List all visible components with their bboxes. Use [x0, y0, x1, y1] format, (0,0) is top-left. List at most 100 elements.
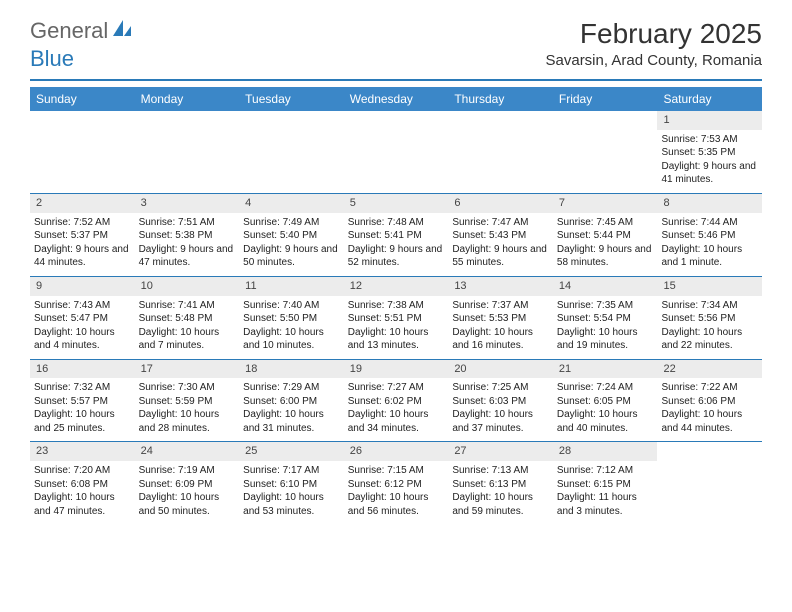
- day-number: 7: [553, 194, 658, 213]
- day-number: 13: [448, 277, 553, 296]
- day-number: 19: [344, 360, 449, 379]
- day-header: Saturday: [657, 87, 762, 111]
- day-number: 8: [657, 194, 762, 213]
- daylight-text: Daylight: 10 hours and 4 minutes.: [34, 326, 131, 353]
- day-number: 28: [553, 442, 658, 461]
- calendar-cell: 27Sunrise: 7:13 AMSunset: 6:13 PMDayligh…: [448, 442, 553, 524]
- calendar-week: 16Sunrise: 7:32 AMSunset: 5:57 PMDayligh…: [30, 359, 762, 442]
- sunrise-text: Sunrise: 7:29 AM: [243, 381, 340, 395]
- calendar-week: 1Sunrise: 7:53 AMSunset: 5:35 PMDaylight…: [30, 111, 762, 193]
- sunset-text: Sunset: 5:46 PM: [661, 229, 758, 243]
- daylight-text: Daylight: 10 hours and 31 minutes.: [243, 408, 340, 435]
- logo-text-1: General: [30, 18, 108, 44]
- sunrise-text: Sunrise: 7:52 AM: [34, 216, 131, 230]
- sunrise-text: Sunrise: 7:19 AM: [139, 464, 236, 478]
- sunrise-text: Sunrise: 7:22 AM: [661, 381, 758, 395]
- calendar-weeks: 1Sunrise: 7:53 AMSunset: 5:35 PMDaylight…: [30, 111, 762, 524]
- sunset-text: Sunset: 6:03 PM: [452, 395, 549, 409]
- sunset-text: Sunset: 6:15 PM: [557, 478, 654, 492]
- calendar-cell: 23Sunrise: 7:20 AMSunset: 6:08 PMDayligh…: [30, 442, 135, 524]
- daylight-text: Daylight: 9 hours and 52 minutes.: [348, 243, 445, 270]
- day-number: 26: [344, 442, 449, 461]
- day-number: 23: [30, 442, 135, 461]
- sunset-text: Sunset: 5:59 PM: [139, 395, 236, 409]
- sunrise-text: Sunrise: 7:49 AM: [243, 216, 340, 230]
- daylight-text: Daylight: 9 hours and 50 minutes.: [243, 243, 340, 270]
- sunset-text: Sunset: 6:05 PM: [557, 395, 654, 409]
- calendar-cell: 22Sunrise: 7:22 AMSunset: 6:06 PMDayligh…: [657, 360, 762, 442]
- logo-line2: Blue: [30, 46, 74, 72]
- calendar-cell: 16 Sunrise: 7:32 AMSunset: 5:57 PMDayligh…: [30, 360, 135, 442]
- sunrise-text: Sunrise: 7:38 AM: [348, 299, 445, 313]
- calendar-cell: 24Sunrise: 7:19 AMSunset: 6:09 PMDayligh…: [135, 442, 240, 524]
- daylight-text: Daylight: 10 hours and 47 minutes.: [34, 491, 131, 518]
- calendar-cell: 8Sunrise: 7:44 AMSunset: 5:46 PMDaylight…: [657, 194, 762, 276]
- day-number: 16: [30, 360, 135, 379]
- calendar-cell: 21Sunrise: 7:24 AMSunset: 6:05 PMDayligh…: [553, 360, 658, 442]
- day-number: 15: [657, 277, 762, 296]
- sunrise-text: Sunrise: 7:13 AM: [452, 464, 549, 478]
- day-number: 18: [239, 360, 344, 379]
- sunrise-text: Sunrise: 7:48 AM: [348, 216, 445, 230]
- sunset-text: Sunset: 6:06 PM: [661, 395, 758, 409]
- sunrise-text: Sunrise: 7:24 AM: [557, 381, 654, 395]
- sunset-text: Sunset: 5:44 PM: [557, 229, 654, 243]
- title-block: February 2025 Savarsin, Arad County, Rom…: [546, 18, 763, 69]
- calendar-cell: 1Sunrise: 7:53 AMSunset: 5:35 PMDaylight…: [657, 111, 762, 193]
- daylight-text: Daylight: 10 hours and 37 minutes.: [452, 408, 549, 435]
- sunrise-text: Sunrise: 7:47 AM: [452, 216, 549, 230]
- daylight-text: Daylight: 10 hours and 22 minutes.: [661, 326, 758, 353]
- sunrise-text: Sunrise: 7:17 AM: [243, 464, 340, 478]
- day-number: 9: [30, 277, 135, 296]
- daylight-text: Daylight: 10 hours and 50 minutes.: [139, 491, 236, 518]
- daylight-text: Daylight: 9 hours and 41 minutes.: [661, 160, 758, 187]
- daylight-text: Daylight: 10 hours and 44 minutes.: [661, 408, 758, 435]
- sunrise-text: Sunrise: 7:30 AM: [139, 381, 236, 395]
- sunset-text: Sunset: 6:00 PM: [243, 395, 340, 409]
- day-number: 12: [344, 277, 449, 296]
- day-header: Wednesday: [344, 87, 449, 111]
- daylight-text: Daylight: 10 hours and 53 minutes.: [243, 491, 340, 518]
- daylight-text: Daylight: 11 hours and 3 minutes.: [557, 491, 654, 518]
- sunset-text: Sunset: 5:38 PM: [139, 229, 236, 243]
- sunset-text: Sunset: 5:56 PM: [661, 312, 758, 326]
- calendar-cell: 26Sunrise: 7:15 AMSunset: 6:12 PMDayligh…: [344, 442, 449, 524]
- daylight-text: Daylight: 10 hours and 13 minutes.: [348, 326, 445, 353]
- day-number: 3: [135, 194, 240, 213]
- day-number: 10: [135, 277, 240, 296]
- calendar-cell: 10Sunrise: 7:41 AMSunset: 5:48 PMDayligh…: [135, 277, 240, 359]
- sunset-text: Sunset: 5:57 PM: [34, 395, 131, 409]
- calendar-cell: [344, 111, 449, 193]
- day-header: Thursday: [448, 87, 553, 111]
- sunrise-text: Sunrise: 7:44 AM: [661, 216, 758, 230]
- calendar-cell: 6Sunrise: 7:47 AMSunset: 5:43 PMDaylight…: [448, 194, 553, 276]
- day-header-row: SundayMondayTuesdayWednesdayThursdayFrid…: [30, 87, 762, 111]
- calendar-cell: 18 Sunrise: 7:29 AMSunset: 6:00 PMDayligh…: [239, 360, 344, 442]
- calendar-cell: 14Sunrise: 7:35 AMSunset: 5:54 PMDayligh…: [553, 277, 658, 359]
- day-number: 6: [448, 194, 553, 213]
- calendar-cell: 20Sunrise: 7:25 AMSunset: 6:03 PMDayligh…: [448, 360, 553, 442]
- daylight-text: Daylight: 10 hours and 25 minutes.: [34, 408, 131, 435]
- calendar-cell: [448, 111, 553, 193]
- sunrise-text: Sunrise: 7:32 AM: [34, 381, 131, 395]
- sunrise-text: Sunrise: 7:35 AM: [557, 299, 654, 313]
- sunset-text: Sunset: 5:35 PM: [661, 146, 758, 160]
- sunrise-text: Sunrise: 7:43 AM: [34, 299, 131, 313]
- sunset-text: Sunset: 5:43 PM: [452, 229, 549, 243]
- sunset-text: Sunset: 5:50 PM: [243, 312, 340, 326]
- day-number: 20: [448, 360, 553, 379]
- day-header: Tuesday: [239, 87, 344, 111]
- calendar-cell: 7Sunrise: 7:45 AMSunset: 5:44 PMDaylight…: [553, 194, 658, 276]
- calendar-cell: 12Sunrise: 7:38 AMSunset: 5:51 PMDayligh…: [344, 277, 449, 359]
- calendar-cell: 4Sunrise: 7:49 AMSunset: 5:40 PMDaylight…: [239, 194, 344, 276]
- daylight-text: Daylight: 10 hours and 16 minutes.: [452, 326, 549, 353]
- sunset-text: Sunset: 6:10 PM: [243, 478, 340, 492]
- sunset-text: Sunset: 5:47 PM: [34, 312, 131, 326]
- daylight-text: Daylight: 9 hours and 47 minutes.: [139, 243, 236, 270]
- calendar-cell: [553, 111, 658, 193]
- daylight-text: Daylight: 10 hours and 56 minutes.: [348, 491, 445, 518]
- sunset-text: Sunset: 5:54 PM: [557, 312, 654, 326]
- location-text: Savarsin, Arad County, Romania: [546, 52, 763, 69]
- sunset-text: Sunset: 5:37 PM: [34, 229, 131, 243]
- day-number: 24: [135, 442, 240, 461]
